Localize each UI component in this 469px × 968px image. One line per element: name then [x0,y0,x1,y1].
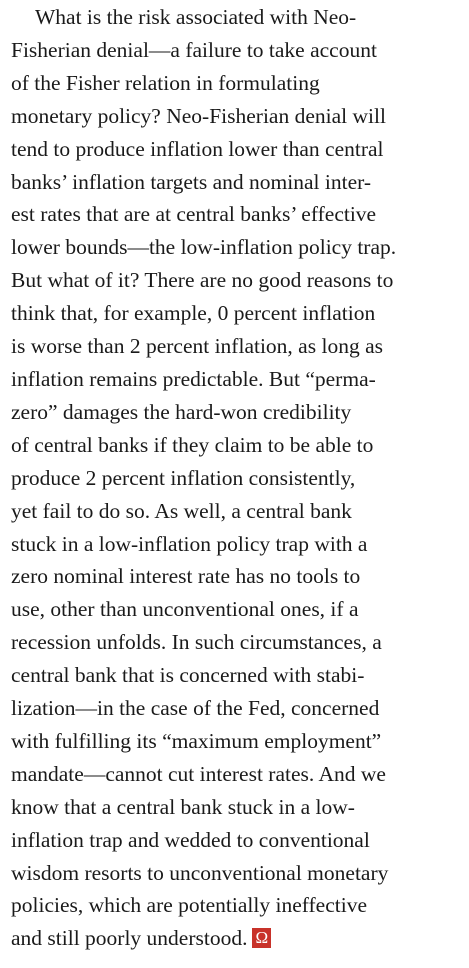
text-line: zero nominal interest rate has no tools … [11,560,461,593]
line-text: central bank that is concerned with stab… [11,663,365,688]
text-line: banks’ inflation targets and nominal int… [11,166,461,199]
line-text: produce 2 percent inflation consistently… [11,465,356,490]
text-line: What is the risk associated with Neo- [11,1,461,34]
line-text: est rates that are at central banks’ eff… [11,202,377,227]
text-line: est rates that are at central banks’ eff… [11,198,461,231]
line-text: inflation remains predictable. But “perm… [11,366,376,391]
text-line: zero” damages the hard-won credibility [11,396,461,429]
line-text: zero nominal interest rate has no tools … [11,564,361,589]
text-line: monetary policy? Neo-Fisherian denial wi… [11,100,461,133]
line-text: inflation trap and wedded to conventiona… [11,827,370,852]
text-line: wisdom resorts to unconventional monetar… [11,857,461,890]
line-text: But what of it? There are no good reason… [11,268,394,293]
line-text: use, other than unconventional ones, if … [11,597,359,622]
line-text: and still poorly understood. [11,926,248,951]
text-line: central bank that is concerned with stab… [11,659,461,692]
line-text: What is the risk associated with Neo- [35,5,357,29]
line-text: lization—in the case of the Fed, concern… [11,696,380,721]
line-text: Fisherian denial—a failure to take accou… [11,37,377,62]
line-text: banks’ inflation targets and nominal int… [11,169,371,194]
line-text: monetary policy? Neo-Fisherian denial wi… [11,103,386,128]
text-line: use, other than unconventional ones, if … [11,593,461,626]
line-text: zero” damages the hard-won credibility [11,399,352,424]
text-line: is worse than 2 percent inflation, as lo… [11,330,461,363]
text-line: But what of it? There are no good reason… [11,264,461,297]
line-text: lower bounds—the low-inflation policy tr… [11,235,397,260]
text-line: know that a central bank stuck in a low- [11,791,461,824]
line-text: think that, for example, 0 percent infla… [11,301,376,326]
text-line: of central banks if they claim to be abl… [11,429,461,462]
line-text: recession unfolds. In such circumstances… [11,630,382,655]
text-line: stuck in a low-inflation policy trap wit… [11,528,461,561]
text-line: of the Fisher relation in formulating [11,67,461,100]
line-text: of the Fisher relation in formulating [11,70,320,95]
line-text: tend to produce inflation lower than cen… [11,136,384,161]
text-line: policies, which are potentially ineffect… [11,889,461,922]
line-text: policies, which are potentially ineffect… [11,893,368,918]
line-text: yet fail to do so. As well, a central ba… [11,498,352,523]
line-text: know that a central bank stuck in a low- [11,794,355,819]
text-line: mandate—cannot cut interest rates. And w… [11,758,461,791]
text-line: tend to produce inflation lower than cen… [11,133,461,166]
text-line: Fisherian denial—a failure to take accou… [11,34,461,67]
text-line: inflation remains predictable. But “perm… [11,363,461,396]
text-line: with fulfilling its “maximum employment” [11,725,461,758]
text-line: inflation trap and wedded to conventiona… [11,824,461,857]
end-mark: Ω [252,928,272,949]
text-line: think that, for example, 0 percent infla… [11,297,461,330]
text-line: lower bounds—the low-inflation policy tr… [11,231,461,264]
line-text: stuck in a low-inflation policy trap wit… [11,531,368,556]
text-line: lization—in the case of the Fed, concern… [11,692,461,725]
line-text: wisdom resorts to unconventional monetar… [11,860,389,885]
text-line: yet fail to do so. As well, a central ba… [11,495,461,528]
text-line: and still poorly understood. Ω [11,922,461,955]
line-text: mandate—cannot cut interest rates. And w… [11,761,386,786]
text-line: produce 2 percent inflation consistently… [11,462,461,495]
line-text: with fulfilling its “maximum employment” [11,728,382,753]
line-text: is worse than 2 percent inflation, as lo… [11,334,383,359]
text-line: recession unfolds. In such circumstances… [11,626,461,659]
line-text: of central banks if they claim to be abl… [11,432,374,457]
